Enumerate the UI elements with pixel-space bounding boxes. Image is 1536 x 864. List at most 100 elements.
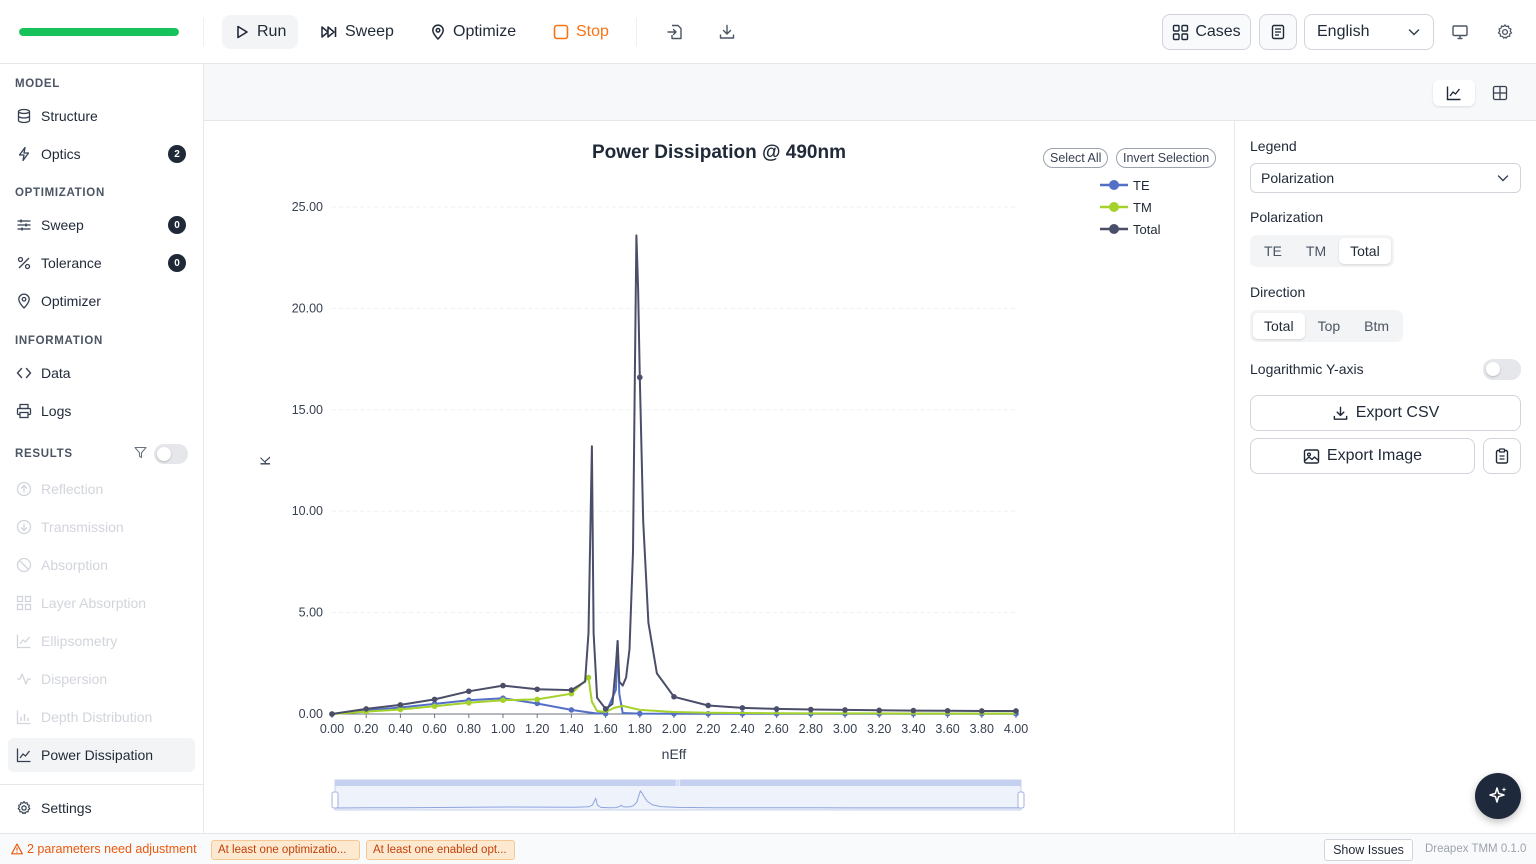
direction-total[interactable]: Total <box>1253 313 1305 339</box>
sidebar-item-settings[interactable]: Settings <box>8 791 195 825</box>
sidebar-item-absorption[interactable]: Absorption <box>8 548 195 582</box>
data-point[interactable] <box>397 702 404 708</box>
model-heading: MODEL <box>15 78 61 90</box>
filter-icon[interactable] <box>134 446 147 459</box>
sidebar-item-transmission[interactable]: Transmission <box>8 510 195 544</box>
export-image-button[interactable]: Export Image <box>1250 438 1475 474</box>
power-dissipation-chart: Power Dissipation @ 490nm 0.00 5.00 10.00 1… <box>257 142 1161 811</box>
show-issues-button[interactable]: Show Issues <box>1324 839 1413 861</box>
data-point[interactable] <box>671 693 677 700</box>
data-point[interactable] <box>534 696 540 703</box>
sidebar-item-power-dissipation[interactable]: Power Dissipation <box>8 738 195 772</box>
copy-to-clipboard-button[interactable] <box>1483 438 1521 474</box>
data-point[interactable] <box>808 706 814 713</box>
invert-selection-button[interactable]: Invert Selection <box>1116 148 1217 168</box>
data-point[interactable] <box>910 707 917 714</box>
language-select[interactable]: English <box>1304 14 1434 50</box>
sidebar-item-logs[interactable]: Logs <box>8 394 195 428</box>
sweep-button[interactable]: Sweep <box>308 15 406 49</box>
legend-item-total[interactable]: Total <box>1100 222 1161 237</box>
gear-icon[interactable] <box>1493 20 1517 44</box>
stop-button[interactable]: Stop <box>541 15 621 49</box>
legend-select[interactable]: Polarization <box>1250 163 1521 193</box>
data-point[interactable] <box>637 710 643 717</box>
download-icon[interactable] <box>715 20 739 44</box>
direction-btm[interactable]: Btm <box>1364 318 1390 334</box>
data-zoom-slider[interactable]: ||| <box>331 779 1025 811</box>
legend-item-te[interactable]: TE <box>1100 178 1150 193</box>
sidebar-item-data[interactable]: Data <box>8 356 195 390</box>
data-point[interactable] <box>534 700 540 707</box>
parameter-warning[interactable]: 2 parameters need adjustment <box>11 842 197 856</box>
polarization-total[interactable]: Total <box>1339 238 1391 264</box>
sidebar-item-structure[interactable]: Structure <box>8 99 195 133</box>
sidebar-item-dispersion[interactable]: Dispersion <box>8 662 195 696</box>
code-icon <box>16 367 32 379</box>
chart-view-button[interactable] <box>1433 80 1475 106</box>
sidebar-item-sweep[interactable]: Sweep 0 <box>8 208 195 242</box>
zoom-preview-line <box>334 790 1021 809</box>
data-point[interactable] <box>1013 708 1019 714</box>
export-csv-button[interactable]: Export CSV <box>1250 395 1521 431</box>
optimize-button[interactable]: Optimize <box>418 15 528 49</box>
direction-top[interactable]: Top <box>1317 318 1341 334</box>
issue-chip[interactable]: At least one optimizatio... <box>211 840 360 860</box>
log-y-axis-toggle[interactable] <box>1483 359 1521 380</box>
zoom-handle-left[interactable] <box>331 791 339 809</box>
run-button[interactable]: Run <box>222 15 299 49</box>
data-point[interactable] <box>466 700 472 706</box>
data-point[interactable] <box>500 682 506 689</box>
data-point[interactable] <box>329 711 335 717</box>
polarization-te[interactable]: TE <box>1264 243 1282 259</box>
data-point[interactable] <box>500 697 506 704</box>
sidebar-item-label: Data <box>41 365 71 381</box>
import-icon[interactable] <box>663 20 687 44</box>
data-point[interactable] <box>466 688 472 695</box>
data-point[interactable] <box>602 706 609 712</box>
sidebar-item-layer-absorption[interactable]: Layer Absorption <box>8 586 195 620</box>
data-point[interactable] <box>431 703 438 710</box>
data-point[interactable] <box>637 374 643 381</box>
notes-icon <box>1271 24 1285 40</box>
data-point[interactable] <box>979 708 985 714</box>
map-pin-icon <box>18 293 30 309</box>
x-tick-label: 0.60 <box>422 722 446 736</box>
data-point[interactable] <box>705 702 711 709</box>
polarization-tm[interactable]: TM <box>1305 243 1327 259</box>
select-all-button[interactable]: Select All <box>1043 148 1109 168</box>
sidebar-item-depth-distribution[interactable]: Depth Distribution <box>8 700 195 734</box>
data-point[interactable] <box>739 705 746 711</box>
legend-item-tm[interactable]: TM <box>1100 200 1152 215</box>
series-line-tm[interactable] <box>331 676 1016 715</box>
data-point[interactable] <box>842 707 848 713</box>
x-tick-label: 1.80 <box>628 722 652 736</box>
data-point[interactable] <box>397 706 404 713</box>
monitor-icon[interactable] <box>1448 20 1472 44</box>
sidebar-item-optimizer[interactable]: Optimizer <box>8 284 195 318</box>
data-point[interactable] <box>534 686 540 693</box>
data-point[interactable] <box>431 696 438 703</box>
data-point[interactable] <box>876 707 882 714</box>
issue-chip[interactable]: At least one enabled opt... <box>366 840 515 860</box>
table-view-button[interactable] <box>1479 80 1521 106</box>
x-tick-label: 2.20 <box>696 722 720 736</box>
zoom-handle-right[interactable] <box>1017 791 1025 809</box>
sidebar-item-tolerance[interactable]: Tolerance 0 <box>8 246 195 280</box>
series-line-total[interactable] <box>331 234 1016 715</box>
series-total[interactable] <box>329 234 1019 717</box>
data-point[interactable] <box>568 687 575 693</box>
sidebar-item-reflection[interactable]: Reflection <box>8 472 195 506</box>
ai-assistant-button[interactable] <box>1475 773 1521 819</box>
sidebar: MODEL Structure Optics 2 OPTIMIZATION Sw… <box>0 64 204 833</box>
data-point[interactable] <box>773 706 780 712</box>
results-filter-toggle[interactable] <box>154 444 188 464</box>
data-point[interactable] <box>585 674 592 681</box>
sidebar-item-optics[interactable]: Optics 2 <box>8 137 195 171</box>
data-point[interactable] <box>944 707 951 714</box>
data-point[interactable] <box>363 706 369 712</box>
sidebar-item-ellipsometry[interactable]: Ellipsometry <box>8 624 195 658</box>
data-point[interactable] <box>568 707 575 713</box>
zoom-grip[interactable]: ||| <box>675 780 681 787</box>
cases-button[interactable]: Cases <box>1162 14 1251 50</box>
notes-button[interactable] <box>1259 14 1297 50</box>
